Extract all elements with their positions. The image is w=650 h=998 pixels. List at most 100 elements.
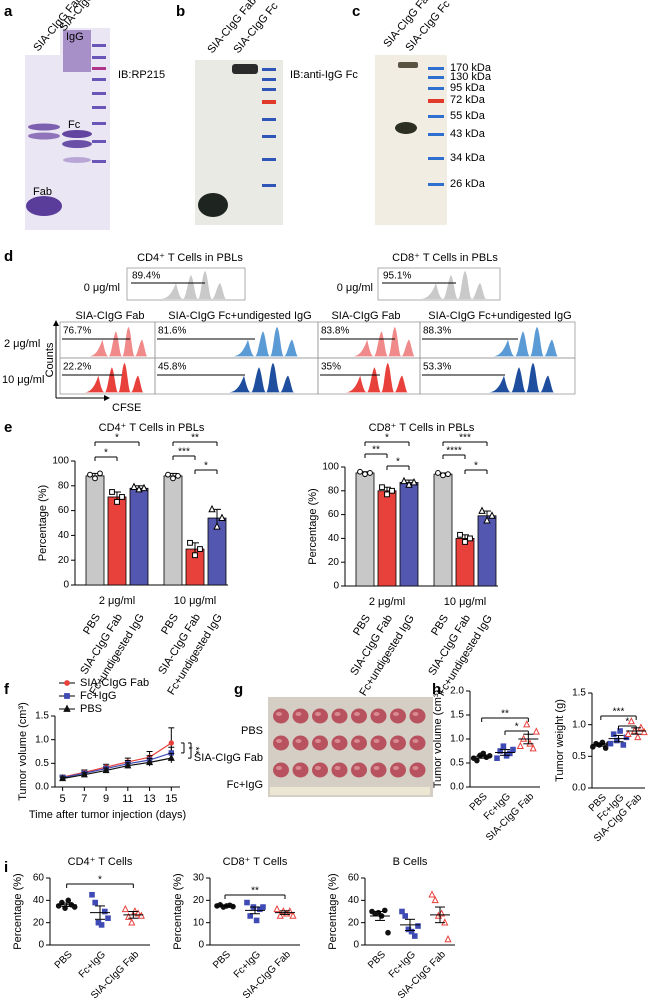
panel-letter: c — [352, 3, 360, 20]
point — [467, 535, 473, 542]
histogram — [228, 363, 294, 393]
column-label: SIA-CIgG Fab — [75, 310, 144, 322]
y-tick-label: 1.5 — [450, 710, 464, 721]
histogram — [345, 363, 408, 393]
point — [385, 929, 391, 936]
ladder-band — [262, 100, 276, 104]
row-label: SIA-CIgG Fab — [194, 752, 263, 764]
marker-label: 43 kDa — [450, 128, 486, 140]
point — [402, 913, 408, 919]
ladder — [428, 67, 444, 186]
ladder-band — [428, 76, 444, 79]
y-tick-label: 0.5 — [35, 758, 49, 769]
bar — [455, 538, 475, 587]
y-tick-label: 0.0 — [450, 782, 464, 793]
group-label: 2 μg/ml — [99, 595, 135, 607]
point — [497, 748, 503, 754]
point — [516, 741, 524, 749]
point — [362, 471, 368, 478]
gel-band — [62, 130, 92, 138]
point — [500, 743, 507, 750]
gel-band — [63, 30, 91, 72]
blot-label: IB:anti-IgG Fc — [290, 69, 358, 81]
point — [130, 482, 138, 490]
point — [109, 489, 115, 495]
point — [260, 904, 266, 910]
point — [440, 472, 446, 479]
sig-label: ** — [251, 886, 259, 897]
bar — [107, 496, 127, 586]
point — [410, 477, 418, 486]
bar — [355, 472, 375, 587]
y-tick-label: 80 — [58, 480, 70, 491]
point — [289, 911, 297, 919]
sig-label: ** — [501, 709, 509, 720]
point — [98, 922, 105, 928]
y-tick-label: 60 — [328, 509, 340, 520]
sig-label: * — [115, 433, 119, 444]
x-tick-label: 7 — [81, 793, 87, 805]
point — [379, 484, 385, 491]
y-tick-label: 0 — [353, 940, 359, 951]
blot — [375, 55, 447, 225]
y-tick-label: 10 — [193, 917, 205, 928]
chart-title: CD4⁺ T Cells in PBLs — [99, 422, 205, 434]
row-label: PBS — [241, 725, 263, 737]
marker-label: 72 kDa — [450, 94, 486, 106]
y-tick-label: 100 — [52, 456, 69, 467]
flow-boxes — [59, 267, 576, 395]
arrow-head — [53, 320, 59, 326]
gate-value: 95.1% — [383, 271, 411, 282]
x-tick-label: 15 — [165, 793, 177, 805]
point — [253, 917, 260, 924]
chart-title: CD8⁺ T Cells — [223, 856, 288, 868]
y-tick-label: 1.0 — [35, 734, 49, 745]
point — [532, 727, 540, 735]
point — [63, 704, 71, 712]
ladder-band — [262, 78, 276, 81]
point — [523, 720, 531, 728]
y-tick-label: 0 — [63, 580, 69, 591]
row-label: 10 μg/ml — [2, 374, 44, 386]
ladder-band — [262, 135, 276, 138]
panel-letter: f — [4, 681, 10, 698]
ladder-band — [92, 78, 106, 81]
y-tick-label: 60 — [348, 873, 360, 884]
point — [230, 903, 236, 910]
gate-value: 45.8% — [158, 362, 186, 373]
point — [634, 732, 642, 741]
point — [64, 680, 70, 686]
point — [192, 552, 198, 559]
gel-band — [28, 123, 60, 131]
point — [92, 899, 99, 906]
band-label: Fc — [68, 119, 81, 131]
marker-label: 170 kDa — [450, 62, 492, 74]
row-label: Fc+IgG — [227, 779, 263, 791]
y-tick-label: 40 — [348, 895, 360, 906]
histogram — [420, 271, 486, 299]
y-tick-label: 20 — [33, 917, 45, 928]
point — [247, 913, 253, 919]
point — [62, 905, 68, 911]
x-tick-label: 9 — [103, 793, 109, 805]
gate-value: 22.2% — [63, 362, 91, 373]
point — [610, 731, 617, 737]
point — [124, 761, 132, 769]
y-tick-label: 60 — [33, 873, 45, 884]
point — [97, 470, 103, 477]
gel-band — [28, 132, 60, 140]
point — [478, 506, 486, 514]
histogram — [352, 327, 415, 357]
point — [165, 471, 171, 478]
point — [620, 742, 627, 748]
point — [445, 471, 451, 478]
column-label: SIA-CIgG Fab — [331, 310, 400, 322]
point — [276, 911, 284, 919]
sig-label: * — [385, 433, 389, 444]
sig-label: * — [104, 448, 108, 459]
chart-title: CD8⁺ T Cells in PBLs — [369, 422, 475, 434]
x-tick-label: PBS — [159, 612, 181, 637]
point — [617, 728, 623, 734]
point — [384, 491, 390, 498]
point — [483, 516, 491, 524]
